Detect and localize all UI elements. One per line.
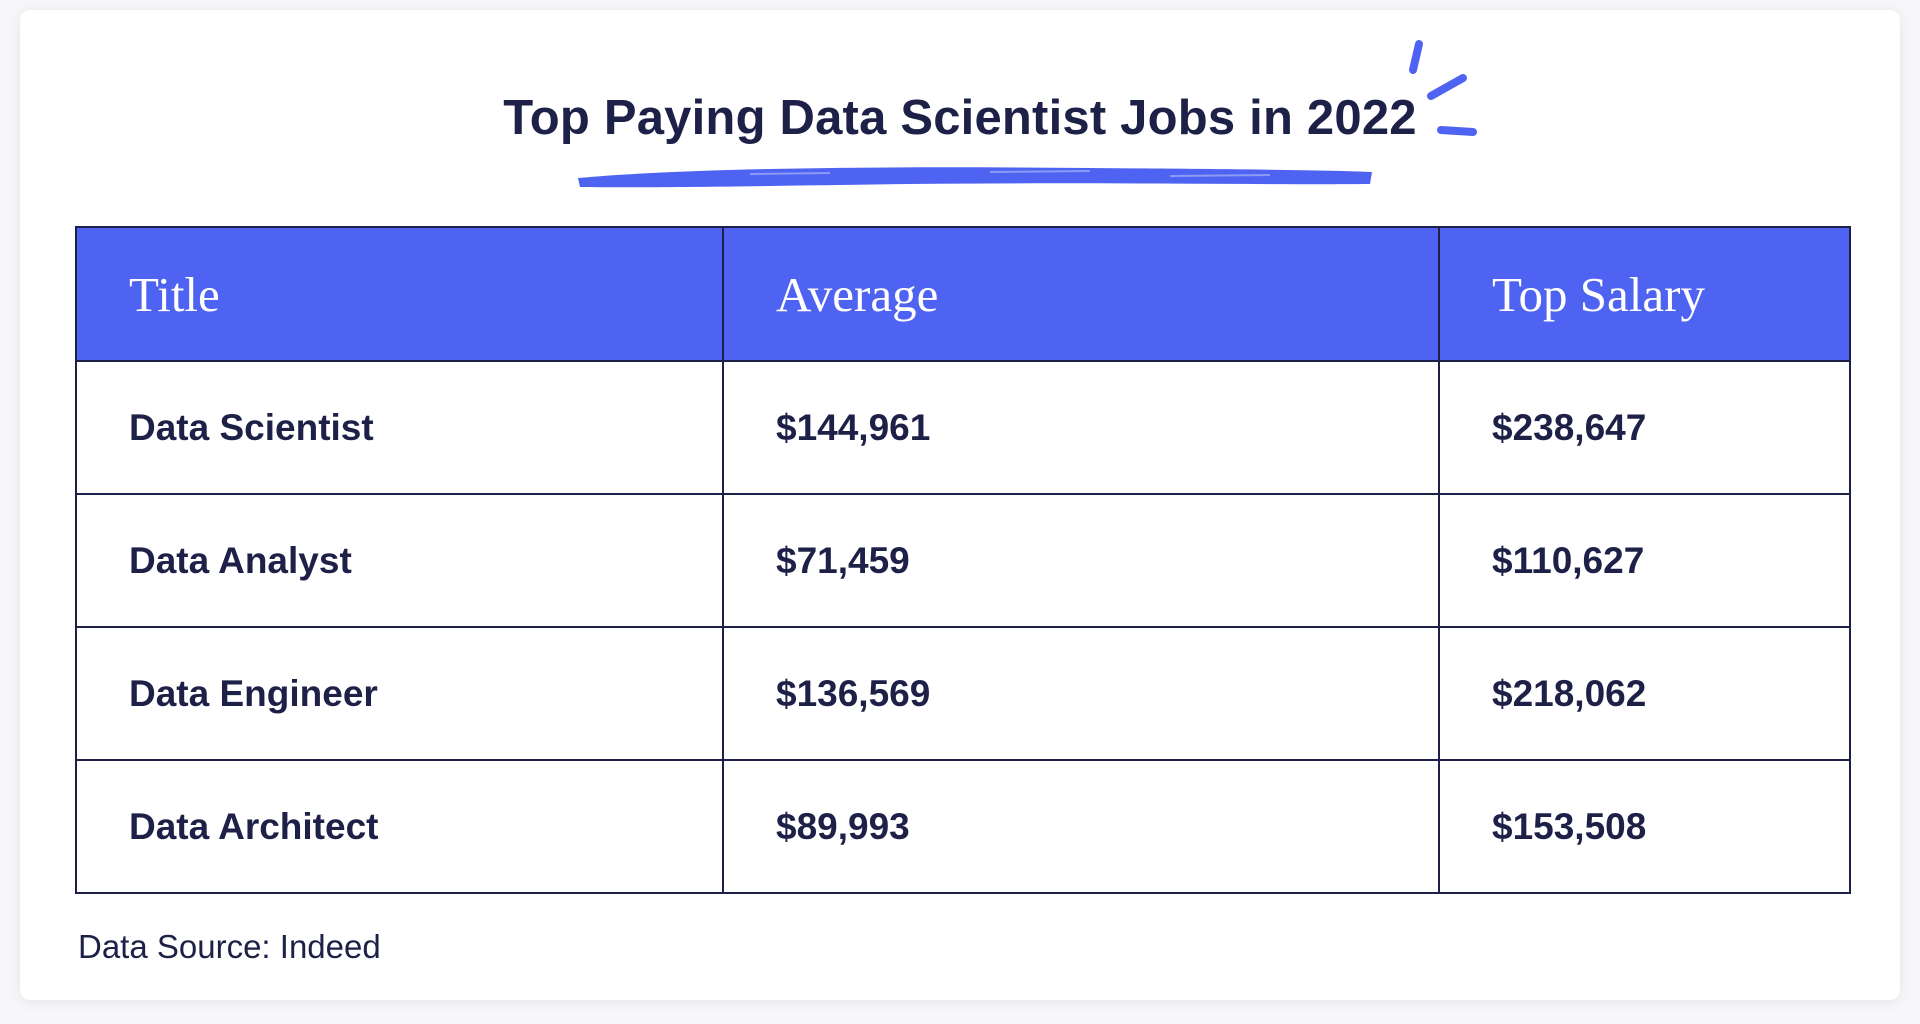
header-top-salary: Top Salary — [1438, 226, 1851, 362]
title-area: Top Paying Data Scientist Jobs in 2022 — [20, 70, 1900, 160]
cell-title: Data Architect — [75, 759, 724, 894]
salary-table-container: Title Average Top Salary Data Scientist … — [75, 226, 1851, 894]
chart-title: Top Paying Data Scientist Jobs in 2022 — [503, 91, 1417, 145]
header-average: Average — [722, 226, 1440, 362]
salary-table: Title Average Top Salary Data Scientist … — [75, 226, 1851, 894]
cell-top-salary: $238,647 — [1438, 360, 1851, 495]
table-row: Data Analyst $71,459 $110,627 — [75, 493, 1851, 628]
cell-title: Data Scientist — [75, 360, 724, 495]
cell-title: Data Engineer — [75, 626, 724, 761]
table-row: Data Architect $89,993 $153,508 — [75, 759, 1851, 894]
brush-underline — [578, 167, 1372, 188]
table-row: Data Scientist $144,961 $238,647 — [75, 360, 1851, 495]
table-row: Data Engineer $136,569 $218,062 — [75, 626, 1851, 761]
cell-average: $144,961 — [722, 360, 1440, 495]
cell-average: $89,993 — [722, 759, 1440, 894]
cell-average: $136,569 — [722, 626, 1440, 761]
chart-card: Top Paying Data Scientist Jobs in 2022 T… — [20, 10, 1900, 1000]
cell-top-salary: $110,627 — [1438, 493, 1851, 628]
cell-title: Data Analyst — [75, 493, 724, 628]
data-source-note: Data Source: Indeed — [78, 928, 381, 965]
spark-decoration — [1409, 40, 1477, 136]
header-title: Title — [75, 226, 724, 362]
table-header-row: Title Average Top Salary — [75, 226, 1851, 362]
cell-top-salary: $153,508 — [1438, 759, 1851, 894]
cell-average: $71,459 — [722, 493, 1440, 628]
cell-top-salary: $218,062 — [1438, 626, 1851, 761]
